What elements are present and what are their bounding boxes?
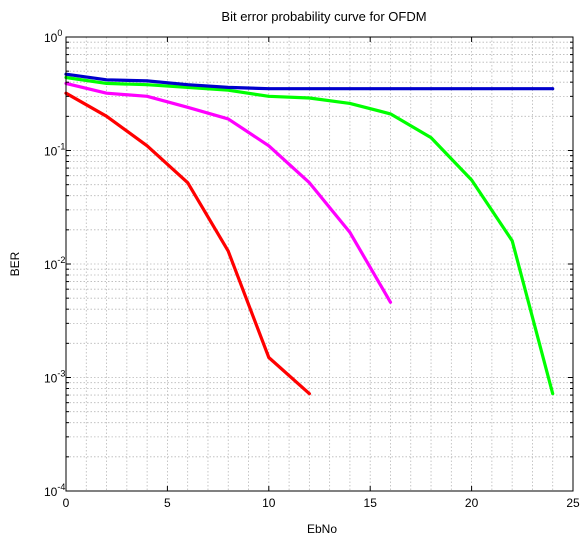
- series-line-2: [64, 81, 393, 304]
- plot-series: [64, 72, 555, 396]
- chart-title: Bit error probability curve for OFDM: [221, 9, 426, 24]
- series-line-1: [64, 91, 311, 396]
- y-tick-label: 10-4: [44, 482, 65, 499]
- x-tick-label: 25: [566, 496, 580, 510]
- x-tick-label: 0: [63, 496, 70, 510]
- plot-grid: [66, 37, 573, 491]
- y-axis-label: BER: [8, 251, 22, 276]
- x-tick-label: 5: [164, 496, 171, 510]
- y-tick-label: 10-1: [44, 142, 65, 159]
- y-tick-labels: 10-4 10-3 10-2 10-1 100: [44, 28, 573, 499]
- x-tick-label: 15: [364, 496, 378, 510]
- x-axis-label: EbNo: [307, 522, 337, 536]
- x-tick-labels: 0 5 10 15 20 25: [63, 37, 580, 510]
- y-tick-label: 10-3: [44, 369, 65, 386]
- y-tick-label: 10-2: [44, 255, 65, 272]
- x-tick-label: 10: [262, 496, 276, 510]
- x-tick-label: 20: [465, 496, 479, 510]
- series-line-4: [64, 72, 555, 91]
- y-tick-label: 100: [44, 28, 62, 45]
- series-line-3: [64, 75, 555, 396]
